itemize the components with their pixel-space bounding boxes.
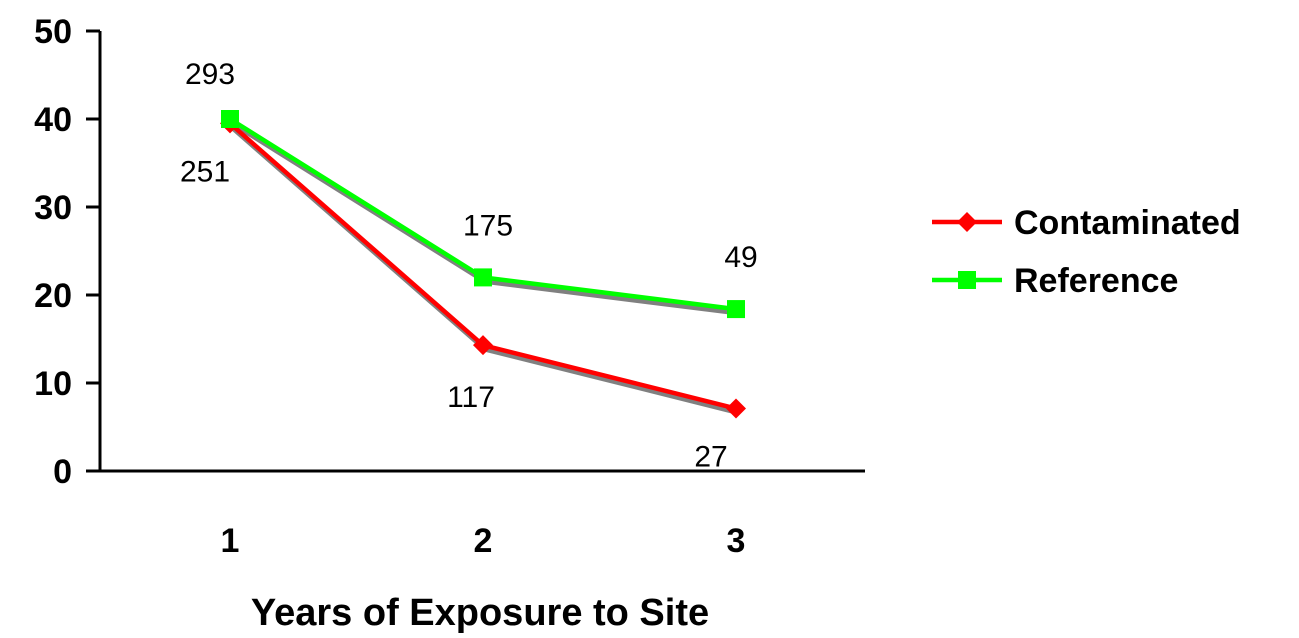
- legend: Contaminated Reference: [932, 204, 1241, 300]
- x-tick-label: 2: [474, 522, 493, 560]
- series-layer: [220, 110, 746, 419]
- reference-data-label: 49: [724, 241, 757, 274]
- contaminated-data-point: [726, 398, 746, 419]
- x-tick-label: 3: [727, 522, 746, 560]
- reference-data-label: 293: [185, 58, 235, 91]
- y-tick-label: 20: [34, 277, 72, 315]
- x-axis-title: Years of Exposure to Site: [251, 592, 709, 634]
- legend-item-contaminated: Contaminated: [932, 204, 1241, 242]
- reference-data-point: [221, 110, 239, 128]
- contaminated-data-label: 251: [180, 155, 230, 188]
- contaminated-data-point: [473, 335, 493, 356]
- y-tick-label: 30: [34, 189, 72, 227]
- reference-data-point: [727, 300, 745, 319]
- reference-data-label: 175: [463, 209, 513, 242]
- legend-item-reference: Reference: [932, 262, 1178, 300]
- reference-data-point: [474, 268, 492, 287]
- legend-marker: [958, 271, 976, 289]
- legend-label: Reference: [1014, 262, 1178, 300]
- x-tick-label: 1: [221, 522, 240, 560]
- legend-marker: [957, 212, 977, 232]
- y-tick-label: 40: [34, 101, 72, 139]
- y-tick-label: 10: [34, 365, 72, 403]
- legend-label: Contaminated: [1014, 204, 1241, 242]
- data-labels-layer: 251 117 27 293 175 49: [180, 58, 758, 474]
- contaminated-data-label: 27: [694, 441, 727, 474]
- y-tick-label: 0: [53, 453, 72, 491]
- chart-axes: 0 10 20 30 40 50 1 2 3: [34, 13, 865, 560]
- contaminated-data-label: 117: [447, 381, 495, 414]
- y-tick-label: 50: [34, 13, 72, 51]
